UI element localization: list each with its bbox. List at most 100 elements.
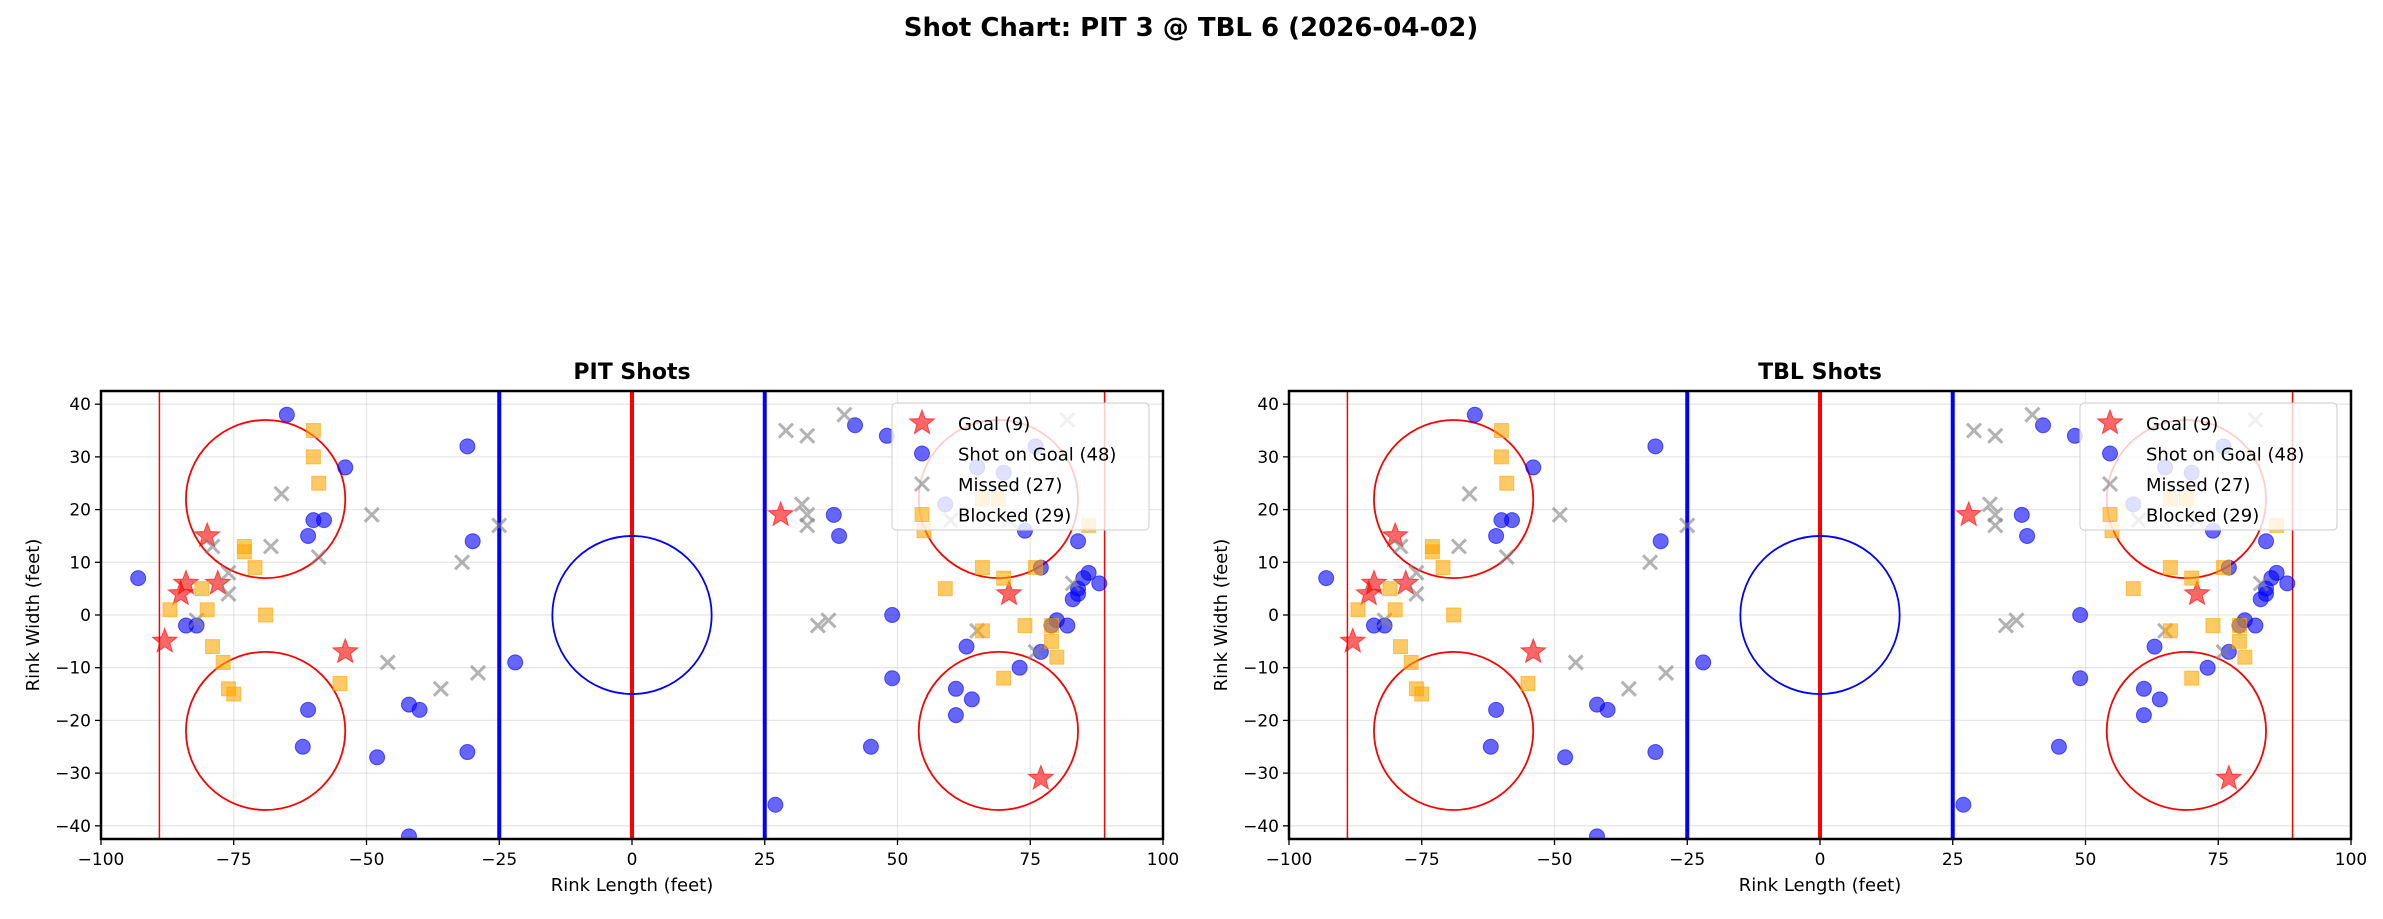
point-x [220,585,237,602]
point-star [1392,568,1420,596]
faceoff-circle [1373,419,1535,580]
x-axis-label: Rink Length (feet) [1739,875,1901,896]
point-circle [1488,527,1505,544]
chart-tbl-shots: −100 −75 −50 −25 0 25 50 75 100−40−30−20−1001020… [1211,360,2367,896]
x-tick-label: −100 [78,850,125,870]
x-tick-label: 25 [754,850,776,870]
point-circle [294,738,311,755]
faceoff-circle [1373,650,1535,811]
point-circle [862,738,879,755]
point-circle [2072,607,2089,623]
point-square [2231,618,2247,634]
legend-item: Blocked (29) [914,506,1071,527]
point-circle [831,527,848,544]
legend-item: Missed (27) [2101,475,2250,496]
point-circle [2072,670,2089,687]
legend-item: Goal (9) [2096,408,2218,435]
point-star [2215,763,2243,791]
point-square [2205,618,2221,634]
point-x [310,548,327,566]
point-circle [2013,506,2030,523]
figure-title: Shot Chart: PIT 3 @ TBL 6 (2026-04-02) [904,13,1479,43]
point-square [996,670,1012,686]
legend: Goal (9) Shot on Goal (48) Missed (27) Bloc… [891,402,1150,531]
point-square [1493,423,1509,439]
point-square [1403,654,1419,670]
point-circle [1482,738,1499,755]
point-square [1043,618,1059,634]
legend-label: Missed (27) [958,475,1062,496]
point-x [1461,485,1478,502]
x-tick-label: −75 [1404,850,1440,870]
point-circle [1011,659,1028,676]
y-tick-label: 10 [1257,553,1279,573]
point-square [1382,581,1398,597]
axes-title: PIT Shots [573,360,690,385]
point-circle [947,707,964,724]
legend-label: Shot on Goal (48) [958,445,1116,466]
point-x [777,422,795,439]
point-x [836,406,853,423]
legend-label: Goal (9) [958,414,1030,435]
point-circle [316,512,333,529]
point-x [2008,612,2025,629]
point-circle [963,691,980,708]
point-square [974,560,990,576]
point-square [236,544,252,560]
point-square [2216,560,2232,576]
legend-item: Missed (27) [913,475,1062,496]
point-x [1987,427,2004,444]
point-circle [1318,570,1335,587]
point-x [273,485,290,502]
legend-box [2079,402,2338,531]
point-star [204,568,232,596]
point-circle [1525,459,1542,476]
point-circle [2151,691,2168,708]
point-square [1387,602,1403,618]
point-circle [400,828,417,839]
point-circle [369,749,386,766]
point-circle [1059,617,1076,634]
point-circle [1647,744,1664,761]
point-x [1450,538,1467,555]
x-tick-label: −25 [1669,850,1705,870]
point-x [220,564,237,581]
point-circle [2050,738,2067,755]
point-circle [1466,406,1483,423]
legend-box [891,402,1150,531]
point-circle [1376,617,1393,634]
point-x [1997,617,2014,634]
point-x [1642,554,1659,571]
point-square [974,623,990,639]
legend-item: Shot on Goal (48) [914,445,1116,466]
y-tick-label: −20 [1243,711,1279,731]
y-tick-label: −40 [55,817,91,837]
legend-label: Blocked (29) [2146,506,2259,527]
point-x [1064,575,1081,592]
point-circle [1070,533,1087,550]
point-circle [1504,512,1521,529]
point-square [199,602,215,618]
point-circle [958,638,975,655]
point-square [1414,686,1430,702]
series-circle [1318,406,2296,839]
point-circle [300,527,317,544]
point-circle [2135,707,2152,724]
point-star [166,579,195,606]
data-points [130,406,1108,839]
point-circle [1064,591,1081,608]
rink-markings [1346,391,2294,839]
point-star [2183,579,2211,606]
point-x [262,538,279,555]
point-square [996,570,1012,586]
point-x [1408,564,1425,581]
point-star [1354,579,1383,606]
point-square [332,676,348,692]
legend-item: Blocked (29) [2102,506,2259,527]
point-circle [459,744,476,761]
series-x [1376,406,2269,697]
point-circle [1695,654,1712,671]
point-star [1360,568,1388,596]
point-star [172,568,200,596]
